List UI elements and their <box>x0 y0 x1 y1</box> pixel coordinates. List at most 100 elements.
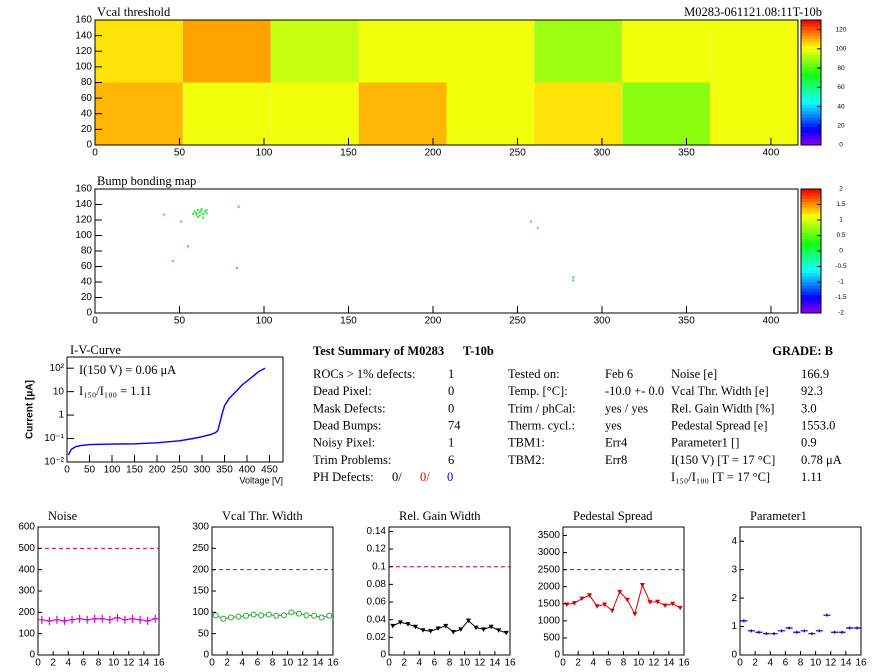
defect-pixel <box>200 209 203 212</box>
y-tick-label: 60 <box>81 93 93 104</box>
colorbar-band <box>801 257 821 261</box>
marker <box>38 615 45 624</box>
defect-pixel <box>198 214 201 217</box>
colorbar-band <box>801 232 821 236</box>
plot-frame <box>66 356 284 463</box>
y-tick-label: 1 <box>58 410 64 421</box>
summary-value: 74 <box>448 418 461 432</box>
colorbar-band <box>801 294 821 298</box>
module-type: T-10b <box>463 344 494 358</box>
x-tick-label: 10 <box>108 658 120 669</box>
colorbar-label: 80 <box>837 65 845 72</box>
heatmap-cell <box>446 82 535 145</box>
colorbar-band <box>801 38 821 43</box>
summary-label: Noise [e] <box>671 367 717 381</box>
marker <box>473 625 479 631</box>
x-tick-label: 150 <box>126 465 143 476</box>
colorbar-frame <box>800 19 822 146</box>
colorbar-band <box>801 238 821 243</box>
defect-pixel <box>536 226 539 229</box>
marker <box>91 614 98 623</box>
colorbar-band <box>801 300 821 305</box>
y-tick-label: 0.08 <box>367 579 387 590</box>
summary-label: PH Defects: <box>313 470 374 484</box>
colorbar-band <box>801 129 821 133</box>
defect-pixel <box>198 211 201 214</box>
colorbar-label: 60 <box>837 84 845 91</box>
x-tick-label: 400 <box>239 465 256 476</box>
x-tick-label: 16 <box>504 658 516 669</box>
x-tick-label: 8 <box>447 658 453 669</box>
heatmap-cell <box>446 20 535 83</box>
y-tick-label: 20 <box>81 124 93 135</box>
x-tick-label: 10 <box>633 658 645 669</box>
x-tick-label: 2 <box>575 658 581 669</box>
marker <box>46 616 53 625</box>
marker <box>303 612 310 619</box>
x-tick-label: 8 <box>621 658 627 669</box>
colorbar-band <box>801 45 821 49</box>
x-tick-label: 12 <box>297 658 309 669</box>
marker <box>853 626 861 630</box>
colorbar-label: 0.5 <box>836 232 845 239</box>
colorbar-label: 0 <box>839 142 843 149</box>
chart-subtitle: M0283-061121.08:11T-10b <box>684 5 822 19</box>
data-line <box>67 367 266 456</box>
colorbar-band <box>801 88 821 93</box>
heatmap-cell <box>710 20 798 83</box>
marker <box>280 612 287 619</box>
marker <box>793 630 801 634</box>
defect-pixel <box>202 216 205 219</box>
summary-value: 6 <box>448 453 454 467</box>
marker <box>106 615 113 624</box>
marker <box>602 602 608 607</box>
y-tick-label: 0.04 <box>367 614 387 625</box>
y-tick-label: 10⁻² <box>44 457 64 468</box>
summary-value: Feb 6 <box>605 367 633 381</box>
y-tick-label: 0.06 <box>367 597 387 608</box>
y-tick-label: 250 <box>192 543 209 554</box>
y-tick-label: 500 <box>543 633 560 644</box>
x-tick-label: 2 <box>401 658 407 669</box>
summary-value: yes / yes <box>605 401 648 415</box>
marker <box>220 615 227 622</box>
heatmap-cell <box>710 82 798 145</box>
colorbar-band <box>801 70 821 74</box>
y-tick-label: 300 <box>18 586 35 597</box>
colorbar-band <box>801 98 821 102</box>
y-tick-label: 100 <box>18 628 35 639</box>
x-tick-label: 400 <box>763 316 780 327</box>
y-tick-label: 200 <box>18 607 35 618</box>
y-tick-label: 0 <box>29 650 35 661</box>
colorbar-band <box>801 210 821 215</box>
summary-value: 1553.0 <box>801 418 835 432</box>
marker <box>647 600 653 605</box>
colorbar-band <box>801 79 821 83</box>
defect-pixel <box>205 212 208 215</box>
y-tick-label: 0 <box>86 308 92 319</box>
marker <box>137 615 144 624</box>
summary-value: 1.11 <box>801 470 822 484</box>
colorbar-band <box>801 263 821 267</box>
chart-title: Rel. Gain Width <box>399 509 481 523</box>
summary-value: 0.9 <box>801 436 817 450</box>
y-tick-label: 0.1 <box>372 561 386 572</box>
summary-value: 0 <box>448 401 454 415</box>
colorbar-band <box>801 192 821 196</box>
marker <box>458 627 464 632</box>
y-tick-label: 2 <box>731 593 737 604</box>
x-tick-label: 200 <box>425 316 442 327</box>
defect-pixel <box>195 212 198 215</box>
colorbar-band <box>801 216 821 221</box>
colorbar-band <box>801 110 821 115</box>
colorbar-band <box>801 226 821 230</box>
defect-pixel <box>237 205 240 208</box>
colorbar-band <box>801 132 821 137</box>
marker <box>61 616 68 625</box>
colorbar-band <box>801 247 821 252</box>
x-tick-label: 300 <box>194 465 211 476</box>
chart-title: Vcal threshold <box>97 5 171 19</box>
x-tick-label: 150 <box>340 148 357 159</box>
colorbar-band <box>801 272 821 277</box>
colorbar-band <box>801 123 821 127</box>
